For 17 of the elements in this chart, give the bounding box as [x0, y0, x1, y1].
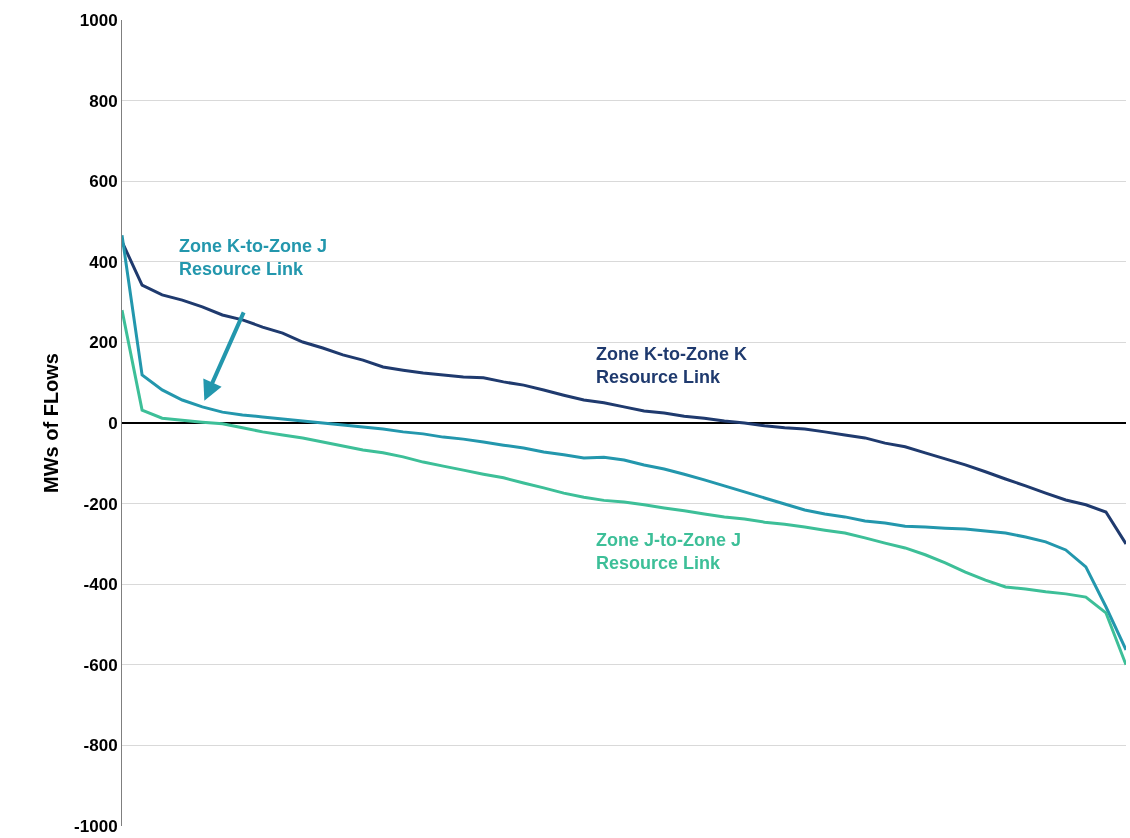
y-tick-label: 200	[89, 333, 118, 353]
y-tick-label: -200	[83, 494, 118, 514]
y-tick-label: -400	[83, 575, 118, 595]
y-tick-label: -600	[83, 655, 118, 675]
y-tick-label: 0	[108, 413, 118, 433]
line-series	[122, 308, 1126, 667]
y-tick-label: -800	[83, 736, 118, 756]
y-tick-label: 400	[89, 252, 118, 272]
y-tick-label: -1000	[74, 816, 118, 836]
text: Zone K-to-Zone J Resource Link	[179, 236, 327, 280]
y-axis-title: MWs of FLows	[39, 353, 62, 493]
line-series	[122, 233, 1126, 652]
series-label: Zone J-to-Zone J Resource Link	[596, 530, 741, 574]
y-tick-label: 600	[89, 172, 118, 192]
y-tick-label: 1000	[79, 10, 118, 30]
series-label: Zone K-to-Zone K Resource Link	[596, 344, 747, 388]
y-tick-label: 800	[89, 91, 118, 111]
